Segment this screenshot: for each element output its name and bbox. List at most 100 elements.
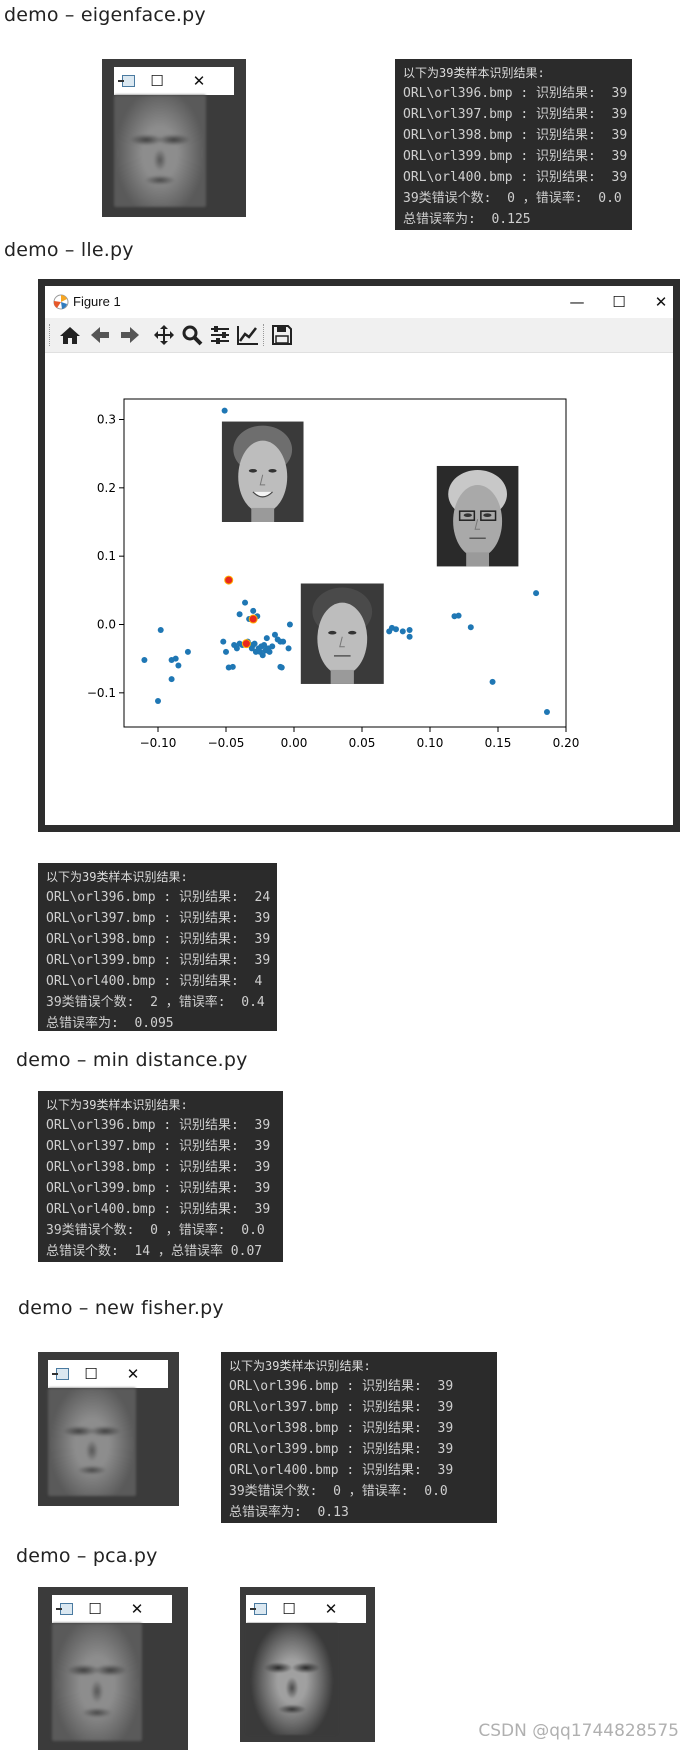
inset-image-face-glasses	[436, 465, 519, 567]
window-titlebar: ☐ ✕	[114, 67, 234, 95]
data-point	[285, 645, 292, 652]
back-arrow-icon[interactable]	[87, 322, 113, 348]
console-line: ORL\orl396.bmp : 识别结果: 39	[46, 1118, 271, 1133]
x-tick-label: 0.10	[417, 736, 444, 750]
console-line: 39类错误个数: 2 ，错误率: 0.4	[46, 995, 265, 1010]
data-point	[533, 590, 540, 597]
data-point	[236, 611, 243, 618]
home-icon[interactable]	[57, 322, 83, 348]
data-point	[280, 638, 287, 645]
console-line: 以下为39类样本识别结果:	[403, 66, 545, 80]
console-output-lle: 以下为39类样本识别结果: ORL\orl396.bmp : 识别结果: 24 …	[38, 863, 277, 1031]
x-tick-label: 0.05	[349, 736, 376, 750]
data-point	[266, 648, 273, 655]
console-output-new-fisher: 以下为39类样本识别结果: ORL\orl396.bmp : 识别结果: 39 …	[221, 1352, 497, 1523]
pca-face-image-2	[246, 1623, 338, 1735]
section-title-new-fisher: demo – new fisher.py	[18, 1297, 224, 1319]
pca-window-1: ☐ ✕	[38, 1587, 188, 1750]
data-point	[259, 652, 266, 659]
eigenface-window: ☐ ✕	[102, 59, 246, 217]
data-point	[261, 642, 268, 648]
x-tick-label: 0.00	[281, 736, 308, 750]
close-button[interactable]: ✕	[192, 72, 206, 90]
maximize-button[interactable]: ☐	[88, 1600, 102, 1618]
matplotlib-logo-icon	[53, 294, 69, 310]
watermark: CSDN @qq1744828575	[478, 1721, 679, 1741]
app-icon	[52, 1368, 70, 1380]
data-point	[455, 612, 462, 619]
data-point	[141, 657, 148, 664]
data-point	[172, 655, 179, 662]
save-icon[interactable]	[269, 322, 295, 348]
maximize-button[interactable]: ☐	[150, 72, 164, 90]
maximize-button[interactable]: ☐	[612, 293, 626, 311]
close-button[interactable]: ✕	[126, 1365, 140, 1383]
pca-face-image-1	[52, 1623, 142, 1741]
window-titlebar: ☐ ✕	[52, 1595, 172, 1623]
y-tick-label: 0.3	[97, 413, 116, 427]
section-title-eigenface: demo – eigenface.py	[4, 4, 206, 26]
console-line: ORL\orl398.bmp : 识别结果: 39	[229, 1421, 454, 1436]
minimize-button[interactable]: —	[569, 293, 585, 311]
highlight-point	[241, 639, 251, 649]
data-point	[229, 663, 236, 670]
data-point	[271, 631, 278, 638]
data-point	[175, 662, 182, 669]
window-titlebar: ☐ ✕	[246, 1595, 366, 1623]
pan-icon[interactable]	[151, 322, 177, 348]
console-line: ORL\orl400.bmp : 识别结果: 4	[46, 974, 263, 989]
figure-titlebar: Figure 1 — ☐ ✕	[45, 286, 673, 318]
data-point	[251, 640, 258, 647]
inset-image-face-smiling	[221, 421, 304, 522]
configure-subplots-icon[interactable]	[207, 322, 233, 348]
data-point	[220, 638, 227, 645]
app-icon	[118, 75, 136, 87]
data-point	[242, 599, 249, 606]
console-line: 39类错误个数: 0 ，错误率: 0.0	[46, 1223, 265, 1238]
inset-image-face-serious	[300, 583, 384, 684]
figure-title: Figure 1	[73, 294, 121, 309]
app-icon	[56, 1603, 74, 1615]
data-point	[399, 628, 406, 635]
pca-window-2: ☐ ✕	[240, 1587, 375, 1742]
x-tick-label: 0.20	[553, 736, 580, 750]
console-line: ORL\orl397.bmp : 识别结果: 39	[46, 911, 271, 926]
close-button[interactable]: ✕	[324, 1600, 338, 1618]
data-point	[184, 648, 191, 655]
maximize-button[interactable]: ☐	[282, 1600, 296, 1618]
data-point	[221, 407, 228, 414]
data-point	[155, 698, 161, 705]
zoom-icon[interactable]	[179, 322, 205, 348]
eigenface-image	[114, 95, 206, 207]
data-point	[269, 643, 276, 650]
data-point	[489, 678, 496, 685]
fisherface-image	[48, 1388, 136, 1496]
data-point	[250, 607, 257, 614]
edit-axis-icon[interactable]	[235, 322, 261, 348]
console-line: ORL\orl399.bmp : 识别结果: 39	[229, 1442, 454, 1457]
data-point	[278, 664, 285, 671]
y-tick-label: −0.1	[87, 686, 116, 700]
data-point	[467, 624, 474, 631]
console-line: ORL\orl397.bmp : 识别结果: 39	[403, 107, 628, 122]
section-title-min-distance: demo – min distance.py	[16, 1049, 248, 1071]
app-icon	[250, 1603, 268, 1615]
close-button[interactable]: ✕	[130, 1600, 144, 1618]
y-tick-label: 0.0	[97, 618, 116, 632]
data-point	[393, 626, 399, 633]
close-button[interactable]: ✕	[654, 293, 668, 311]
console-line: ORL\orl400.bmp : 识别结果: 39	[229, 1463, 454, 1478]
console-line: ORL\orl400.bmp : 识别结果: 39	[46, 1202, 271, 1217]
maximize-button[interactable]: ☐	[84, 1365, 98, 1383]
console-line: ORL\orl397.bmp : 识别结果: 39	[229, 1400, 454, 1415]
console-output-eigenface: 以下为39类样本识别结果: ORL\orl396.bmp : 识别结果: 39 …	[395, 59, 632, 230]
data-point	[233, 645, 240, 652]
console-line: ORL\orl398.bmp : 识别结果: 39	[46, 1160, 271, 1175]
forward-arrow-icon[interactable]	[117, 322, 143, 348]
console-line: ORL\orl399.bmp : 识别结果: 39	[46, 1181, 271, 1196]
section-title-pca: demo – pca.py	[16, 1545, 158, 1567]
window-titlebar: ☐ ✕	[48, 1360, 168, 1388]
console-line: ORL\orl396.bmp : 识别结果: 39	[403, 86, 628, 101]
console-line: 39类错误个数: 0 ，错误率: 0.0	[229, 1484, 448, 1499]
console-line: 39类错误个数: 0 ，错误率: 0.0	[403, 191, 622, 206]
